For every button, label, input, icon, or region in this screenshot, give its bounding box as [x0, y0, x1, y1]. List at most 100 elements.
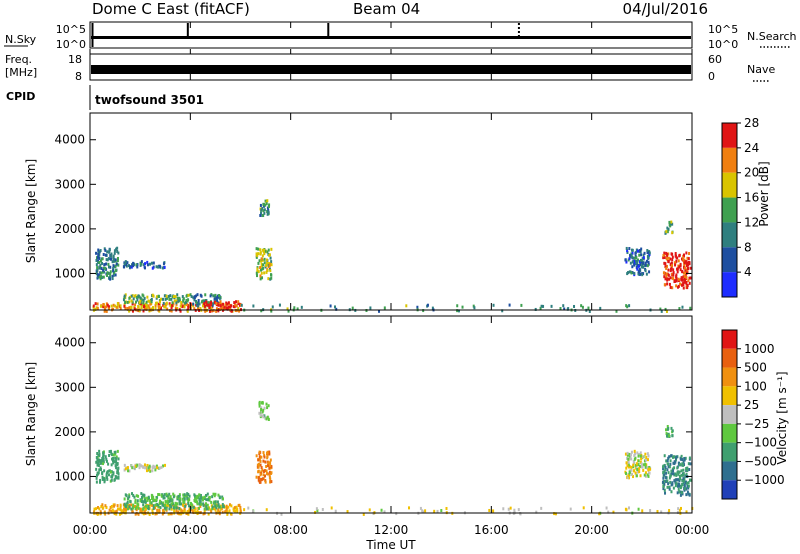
data-cell: [134, 294, 137, 298]
data-cell: [134, 303, 137, 307]
data-cell: [144, 304, 147, 308]
data-cell: [132, 506, 135, 510]
data-cell: [114, 456, 117, 460]
data-cell: [192, 302, 195, 306]
data-cell: [267, 464, 270, 468]
nsearch-label: N.Search: [747, 30, 797, 43]
data-cell: [100, 459, 103, 463]
data-cell: [138, 463, 141, 467]
data-cell: [236, 510, 239, 514]
data-cell: [130, 294, 133, 298]
data-cell: [682, 281, 685, 285]
data-cell: [641, 509, 644, 513]
data-cell: [678, 254, 681, 258]
data-cell: [109, 270, 112, 274]
data-cell: [646, 250, 649, 254]
data-cell: [213, 300, 216, 304]
data-cell: [278, 303, 281, 307]
data-cell: [685, 251, 688, 255]
data-cell: [679, 456, 682, 460]
data-cell: [144, 497, 147, 501]
data-cell: [116, 256, 119, 260]
data-cell: [152, 498, 155, 502]
data-cell: [634, 463, 637, 467]
data-cell: [689, 306, 692, 310]
data-cell: [192, 505, 195, 509]
data-cell: [97, 274, 100, 278]
data-cell: [687, 486, 690, 490]
data-cell: [267, 205, 270, 209]
data-cell: [641, 273, 644, 277]
data-cell: [408, 506, 411, 510]
data-cell: [632, 463, 635, 467]
data-cell: [636, 249, 639, 253]
data-cell: [182, 299, 185, 303]
data-cell: [102, 462, 105, 466]
data-cell: [646, 473, 649, 477]
data-cell: [612, 510, 615, 514]
data-cell: [260, 264, 263, 268]
data-cell: [110, 252, 113, 256]
data-cell: [162, 262, 165, 266]
data-cell: [128, 505, 131, 509]
data-cell: [261, 254, 264, 258]
colorbar-tick-label: 100: [744, 379, 767, 393]
data-cell: [646, 249, 649, 253]
x-tick-label: 20:00: [574, 523, 609, 537]
data-cell: [188, 504, 191, 508]
data-cell: [99, 466, 102, 470]
data-cell: [105, 473, 108, 477]
colorbar-segment: [722, 423, 737, 443]
data-cell: [132, 264, 135, 268]
data-cell: [422, 510, 425, 514]
data-cell: [134, 464, 137, 468]
data-cell: [681, 478, 684, 482]
data-cell: [149, 499, 152, 503]
colorbar-segment: [722, 480, 737, 499]
data-cell: [644, 269, 647, 273]
data-cell: [123, 468, 126, 472]
data-cell: [627, 476, 630, 480]
data-cell: [440, 509, 443, 513]
header-title: Dome C East (fitACF): [92, 0, 250, 18]
data-cell: [259, 459, 262, 463]
data-cell: [649, 467, 652, 471]
data-cell: [637, 463, 640, 467]
data-cell: [688, 468, 691, 472]
data-cell: [237, 302, 240, 306]
data-cell: [186, 496, 189, 500]
data-cell: [634, 471, 637, 475]
data-cell: [239, 505, 242, 509]
data-cell: [146, 263, 149, 267]
data-cell: [224, 510, 227, 514]
data-cell: [680, 454, 683, 458]
data-cell: [107, 305, 110, 309]
data-cell: [509, 506, 512, 510]
data-cell: [681, 483, 684, 487]
data-cell: [270, 260, 273, 264]
data-cell: [268, 452, 271, 456]
data-cell: [682, 283, 685, 287]
data-cell: [646, 452, 649, 456]
data-cell: [99, 271, 102, 275]
data-cell: [155, 296, 158, 300]
data-cell: [638, 270, 641, 274]
data-cell: [186, 293, 189, 297]
colorbar-segment: [722, 123, 737, 148]
data-cell: [255, 247, 258, 251]
data-cell: [633, 469, 636, 473]
colorbar-tick-label: 500: [744, 361, 767, 375]
data-cell: [554, 512, 557, 516]
data-cell: [624, 507, 627, 511]
data-cell: [208, 301, 211, 305]
data-cell: [131, 263, 134, 267]
data-cell: [144, 262, 147, 266]
data-cell: [205, 498, 208, 502]
data-cell: [633, 263, 636, 267]
data-cell: [95, 455, 98, 459]
data-cell: [258, 404, 261, 408]
data-cell: [202, 503, 205, 507]
data-cell: [680, 491, 683, 495]
data-cell: [676, 466, 679, 470]
data-cell: [215, 506, 218, 510]
